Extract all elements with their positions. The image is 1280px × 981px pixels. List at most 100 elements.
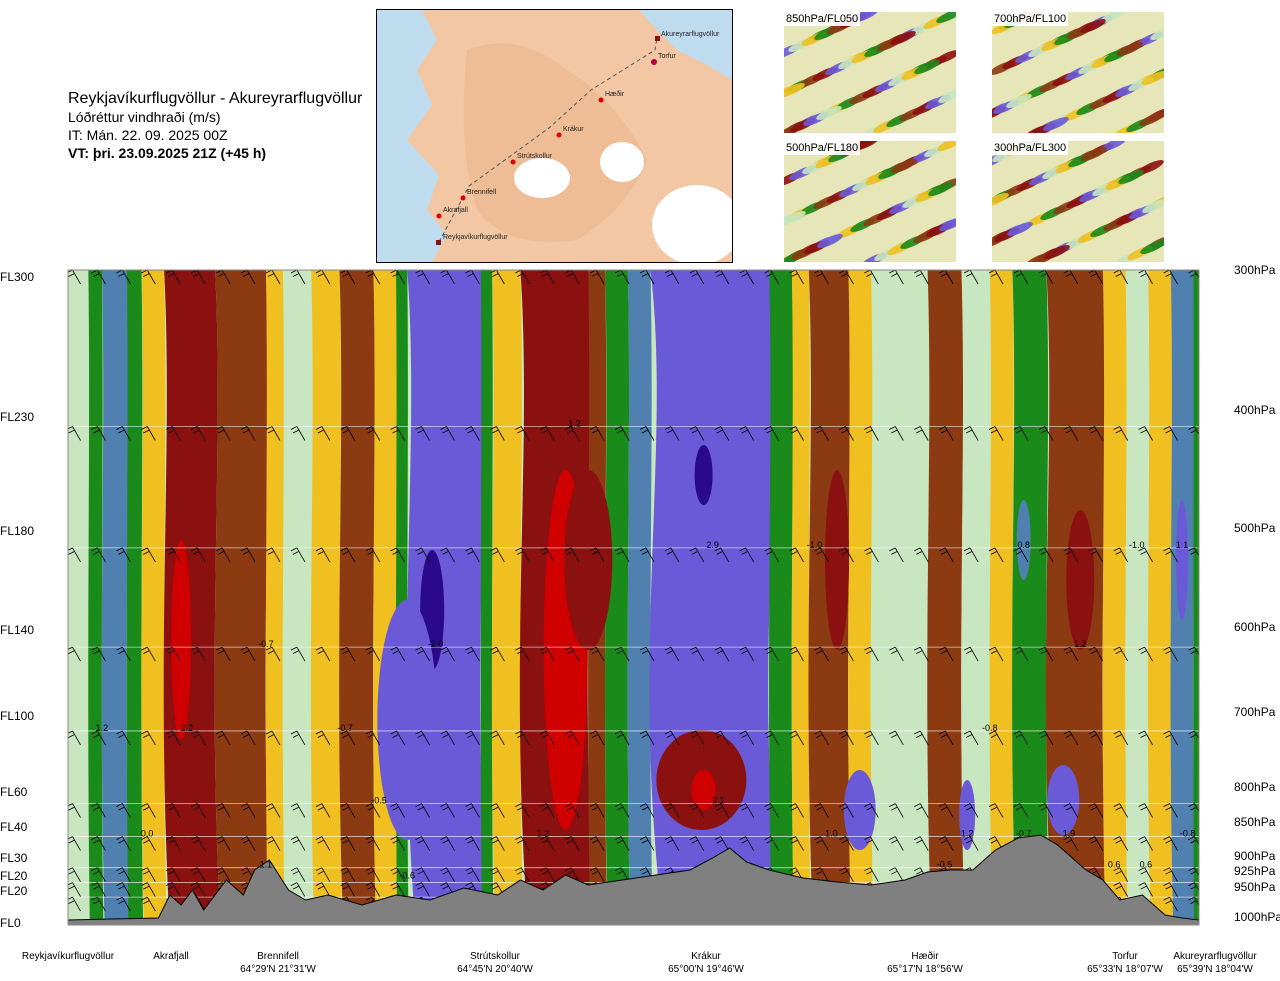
wind-barb-flag	[965, 734, 973, 738]
wind-barb-flag	[664, 867, 672, 872]
wind-barb-staff	[570, 836, 580, 851]
wind-barb-flag	[191, 882, 198, 886]
wind-barb	[988, 547, 1004, 563]
wind-barb-flag	[1163, 836, 1170, 840]
wind-barb-staff	[122, 896, 131, 912]
wind-barb-staff	[371, 646, 381, 662]
wind-barb-staff	[695, 730, 705, 746]
wind-barb-staff	[196, 882, 206, 897]
wind-barb-flag	[367, 650, 374, 654]
thumbnail-500hpa[interactable]: 500hPa/FL180	[784, 141, 956, 262]
wind-barb-flag	[866, 273, 873, 277]
thumbnail-texture	[992, 193, 1009, 207]
wind-barb-flag	[442, 885, 449, 890]
wind-barb-flag	[1040, 806, 1048, 811]
wind-barb-flag	[440, 426, 447, 430]
wind-barb-flag	[1113, 426, 1120, 430]
wind-barb	[68, 730, 81, 746]
wind-barb	[789, 426, 804, 441]
fl-label: FL40	[0, 820, 28, 834]
wind-barb-flag	[916, 273, 923, 277]
wind-barb-flag	[938, 803, 946, 807]
wind-barb-flag	[141, 646, 148, 651]
highland-shade	[463, 43, 647, 243]
wind-barb-flag	[591, 806, 599, 811]
wind-barb-flag	[193, 429, 200, 434]
wind-barb	[515, 803, 530, 818]
wind-barb-staff	[770, 547, 779, 563]
velocity-band	[480, 270, 494, 925]
wind-barb-flag	[215, 426, 223, 430]
wind-barb-flag	[589, 867, 597, 872]
wind-barb-flag	[816, 429, 823, 434]
wind-barb	[1163, 646, 1178, 662]
wind-barb-staff	[271, 836, 281, 851]
wind-barb-staff	[870, 270, 879, 285]
wind-barb-flag	[141, 896, 148, 901]
wind-barb-flag	[1065, 734, 1072, 738]
wind-barb-flag	[367, 273, 374, 277]
wind-barb-flag	[1138, 836, 1145, 840]
wind-barb-flag	[666, 273, 674, 277]
wind-barb-flag	[839, 547, 846, 552]
wind-barb-staff	[545, 730, 555, 746]
wind-barb	[315, 547, 331, 563]
wind-barb-flag	[641, 734, 649, 738]
wind-barb-flag	[392, 551, 399, 555]
thumbnail-300hpa[interactable]: 300hPa/FL300	[992, 141, 1164, 262]
wind-barb-flag	[168, 839, 175, 844]
wind-barb-flag	[68, 734, 75, 738]
wind-barb-flag	[1140, 806, 1147, 811]
wind-barb-staff	[1069, 803, 1079, 818]
wind-barb-staff	[196, 270, 206, 285]
wind-barb	[589, 803, 605, 818]
wind-barb	[1138, 547, 1153, 563]
wind-barb-flag	[442, 273, 449, 277]
wind-barb	[215, 730, 231, 746]
wind-barb-flag	[240, 547, 248, 552]
thumbnail-700hpa-graphic	[992, 12, 1164, 133]
wind-barb	[91, 646, 106, 662]
wind-barb	[1063, 803, 1079, 818]
value-label: 1.2	[961, 829, 974, 839]
thumbnail-texture	[1138, 160, 1164, 174]
wind-barb-flag	[240, 882, 248, 886]
wind-barb-staff	[994, 730, 1004, 746]
wind-barb-flag	[442, 839, 449, 844]
thumbnail-850hpa[interactable]: 850hPa/FL050	[784, 12, 956, 133]
wind-barb-flag	[315, 646, 323, 651]
wind-barb-flag	[490, 547, 497, 552]
wind-barb-staff	[645, 730, 655, 746]
thumbnail-texture	[1140, 240, 1164, 254]
wind-barb-staff	[770, 730, 779, 746]
wind-barb-staff	[695, 426, 705, 441]
wind-barb-flag	[440, 803, 447, 807]
wind-barb-flag	[714, 803, 721, 807]
wind-barb	[365, 730, 381, 746]
wind-barb-staff	[545, 646, 555, 662]
thumbnail-700hpa[interactable]: 700hPa/FL100	[992, 12, 1164, 133]
wind-barb-flag	[965, 650, 973, 654]
wind-barb-flag	[415, 646, 422, 651]
wind-barb	[839, 547, 854, 563]
wind-barb-flag	[290, 646, 298, 651]
wind-barb-flag	[240, 867, 248, 872]
wind-barb-flag	[490, 867, 497, 872]
wind-barb-flag	[242, 551, 250, 555]
wind-barb-staff	[371, 270, 381, 285]
wind-barb	[240, 836, 256, 851]
wind-barb-staff	[321, 646, 331, 662]
wind-barb-flag	[889, 730, 896, 735]
velocity-band	[163, 270, 221, 925]
value-label: -0.7	[1016, 829, 1032, 839]
wind-barb-staff	[1169, 270, 1178, 285]
wind-barb-flag	[1013, 730, 1021, 735]
wind-barb-staff	[72, 547, 81, 563]
location-coord: 65°39'N 18°04'W	[1177, 964, 1253, 975]
wind-barb-staff	[845, 836, 854, 851]
wind-barb-flag	[839, 803, 846, 807]
value-label: -1.0	[1129, 540, 1145, 550]
wind-barb-flag	[367, 429, 374, 434]
wind-barb-flag	[490, 426, 497, 430]
wind-barb-flag	[492, 734, 499, 738]
